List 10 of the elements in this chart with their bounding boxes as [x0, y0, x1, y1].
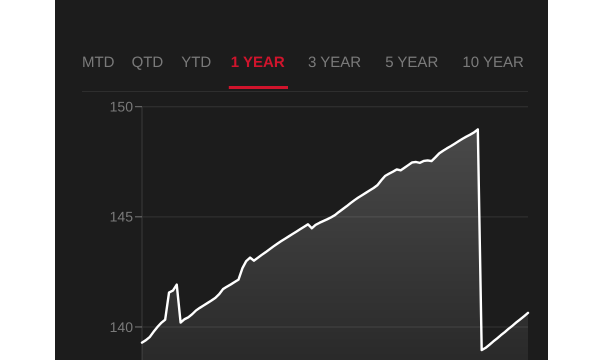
text: 1 YEAR: [230, 54, 285, 71]
text: QTD: [132, 54, 164, 71]
text: 10 YEAR: [462, 54, 524, 71]
y-tick-label: 145: [110, 208, 134, 225]
y-tick-label: 140: [110, 318, 134, 335]
y-tick-label: 150: [110, 98, 134, 115]
text: 3 YEAR: [308, 54, 362, 71]
text: YTD: [181, 54, 212, 71]
text: MTD: [82, 54, 115, 71]
text: 5 YEAR: [385, 54, 438, 71]
